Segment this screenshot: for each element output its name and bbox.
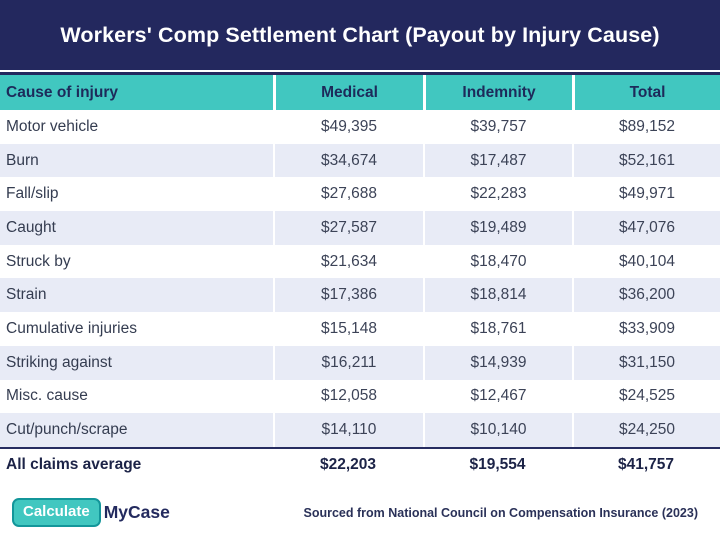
cell-cause: Misc. cause [6, 387, 88, 405]
cell-indemnity: $18,814 [423, 278, 572, 313]
cell-medical: $15,148 [273, 312, 423, 346]
cell-indemnity: $14,939 [423, 345, 572, 380]
summary-total: $41,757 [617, 455, 675, 473]
cell-total: $24,250 [572, 413, 720, 447]
header-indemnity: Indemnity [423, 75, 572, 110]
cell-medical: $34,674 [273, 143, 423, 178]
cell-cause: Strain [6, 286, 47, 304]
header-cause-of-injury: Cause of injury [6, 83, 118, 101]
cell-cause: Caught [6, 218, 56, 236]
table-row: Strain $17,386 $18,814 $36,200 [0, 278, 720, 313]
cell-indemnity: $17,487 [423, 143, 572, 178]
cell-indemnity: $18,761 [423, 312, 572, 346]
cell-total: $89,152 [572, 110, 720, 144]
cell-medical: $14,110 [273, 413, 423, 447]
cell-total: $36,200 [572, 278, 720, 313]
cell-medical: $27,688 [273, 177, 423, 212]
cell-indemnity: $39,757 [423, 110, 572, 144]
table-row: Motor vehicle $49,395 $39,757 $89,152 [0, 110, 720, 144]
table-row: Cumulative injuries $15,148 $18,761 $33,… [0, 312, 720, 346]
table-row: Cut/punch/scrape $14,110 $10,140 $24,250 [0, 413, 720, 447]
cell-total: $24,525 [572, 379, 720, 414]
cell-indemnity: $22,283 [423, 177, 572, 212]
source-attribution: Sourced from National Council on Compens… [303, 505, 698, 520]
table-row: Fall/slip $27,688 $22,283 $49,971 [0, 177, 720, 212]
cell-cause: Fall/slip [6, 185, 59, 203]
mycase-logo-text: MyCase [103, 502, 170, 523]
title-banner: Workers' Comp Settlement Chart (Payout b… [0, 0, 720, 70]
settlement-table: Cause of injury Medical Indemnity Total … [0, 72, 720, 481]
page-title: Workers' Comp Settlement Chart (Payout b… [60, 22, 660, 47]
calculate-badge: Calculate [12, 498, 101, 528]
cell-cause: Burn [6, 151, 39, 169]
cell-indemnity: $19,489 [423, 211, 572, 245]
cell-total: $33,909 [572, 312, 720, 346]
cell-medical: $49,395 [273, 110, 423, 144]
cell-medical: $21,634 [273, 244, 423, 279]
header-medical: Medical [273, 75, 423, 110]
brand-logo: Calculate MyCase [12, 498, 170, 528]
table-body: Motor vehicle $49,395 $39,757 $89,152 Bu… [0, 110, 720, 447]
cell-medical: $16,211 [273, 345, 423, 380]
summary-row: All claims average $22,203 $19,554 $41,7… [0, 446, 720, 481]
table-row: Caught $27,587 $19,489 $47,076 [0, 211, 720, 245]
table-row: Striking against $16,211 $14,939 $31,150 [0, 345, 720, 380]
cell-cause: Striking against [6, 353, 112, 371]
cell-medical: $17,386 [273, 278, 423, 313]
summary-medical: $22,203 [319, 455, 377, 473]
summary-cause: All claims average [6, 455, 142, 473]
cell-cause: Cut/punch/scrape [6, 421, 128, 439]
cell-medical: $12,058 [273, 379, 423, 414]
table-header-row: Cause of injury Medical Indemnity Total [0, 75, 720, 110]
cell-total: $47,076 [572, 211, 720, 245]
header-total: Total [572, 75, 720, 110]
cell-cause: Cumulative injuries [6, 319, 137, 337]
cell-indemnity: $12,467 [423, 379, 572, 414]
cell-total: $40,104 [572, 244, 720, 279]
footer: Calculate MyCase Sourced from National C… [0, 480, 720, 545]
cell-cause: Struck by [6, 252, 71, 270]
cell-total: $52,161 [572, 143, 720, 178]
table-row: Struck by $21,634 $18,470 $40,104 [0, 244, 720, 279]
cell-indemnity: $10,140 [423, 413, 572, 447]
cell-indemnity: $18,470 [423, 244, 572, 279]
table-row: Misc. cause $12,058 $12,467 $24,525 [0, 379, 720, 414]
cell-total: $31,150 [572, 345, 720, 380]
cell-cause: Motor vehicle [6, 117, 99, 135]
cell-medical: $27,587 [273, 211, 423, 245]
summary-indemnity: $19,554 [469, 455, 526, 473]
cell-total: $49,971 [572, 177, 720, 212]
table-row: Burn $34,674 $17,487 $52,161 [0, 143, 720, 178]
